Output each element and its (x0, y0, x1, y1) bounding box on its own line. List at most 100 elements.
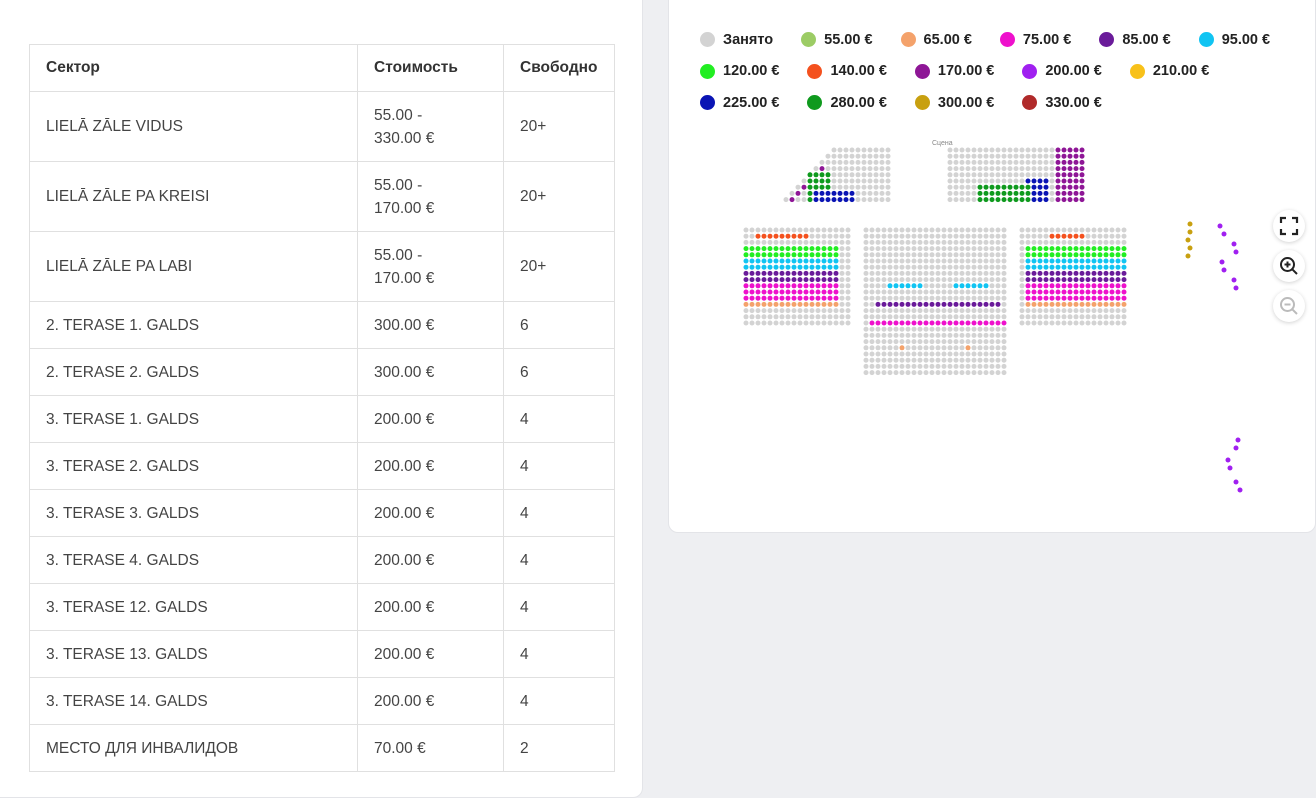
seat[interactable] (941, 339, 947, 345)
seat[interactable] (911, 233, 917, 239)
seat[interactable] (1091, 252, 1097, 258)
seat[interactable] (813, 178, 819, 184)
seat[interactable] (971, 246, 977, 252)
seat[interactable] (843, 190, 849, 196)
seat[interactable] (1043, 270, 1049, 276)
seat[interactable] (971, 239, 977, 245)
seat[interactable] (971, 159, 977, 165)
seat[interactable] (929, 289, 935, 295)
seat[interactable] (791, 252, 797, 258)
seat[interactable] (929, 357, 935, 363)
seat[interactable] (863, 308, 869, 314)
seat[interactable] (807, 190, 813, 196)
seat[interactable] (1233, 285, 1239, 291)
seat[interactable] (819, 178, 825, 184)
seat[interactable] (767, 301, 773, 307)
seat[interactable] (1013, 159, 1019, 165)
seat[interactable] (1043, 252, 1049, 258)
seat[interactable] (827, 246, 833, 252)
seat[interactable] (1019, 153, 1025, 159)
seat[interactable] (887, 301, 893, 307)
seat[interactable] (749, 301, 755, 307)
table-row[interactable]: 3. TERASE 2. GALDS 200.00 €4 (29, 442, 615, 490)
seat[interactable] (1061, 283, 1067, 289)
seat[interactable] (773, 308, 779, 314)
seat[interactable] (881, 339, 887, 345)
seat[interactable] (1115, 295, 1121, 301)
seat[interactable] (845, 283, 851, 289)
seat[interactable] (941, 252, 947, 258)
seat[interactable] (807, 184, 813, 190)
seat[interactable] (899, 252, 905, 258)
seat[interactable] (1001, 172, 1007, 178)
seat[interactable] (977, 308, 983, 314)
seat[interactable] (845, 314, 851, 320)
seat[interactable] (1185, 237, 1191, 243)
seat[interactable] (887, 326, 893, 332)
seat[interactable] (1067, 289, 1073, 295)
seat[interactable] (761, 252, 767, 258)
seat[interactable] (1061, 159, 1067, 165)
seat[interactable] (1079, 264, 1085, 270)
seat[interactable] (983, 178, 989, 184)
seat[interactable] (863, 332, 869, 338)
seat[interactable] (755, 264, 761, 270)
seat[interactable] (869, 233, 875, 239)
seat[interactable] (887, 227, 893, 233)
seat[interactable] (801, 197, 807, 203)
seat[interactable] (827, 283, 833, 289)
seat[interactable] (935, 370, 941, 376)
seat[interactable] (1025, 197, 1031, 203)
seat[interactable] (833, 314, 839, 320)
table-row[interactable]: 3. TERASE 12. GALDS 200.00 €4 (29, 583, 615, 631)
seat[interactable] (989, 277, 995, 283)
seat[interactable] (917, 339, 923, 345)
seat[interactable] (1055, 289, 1061, 295)
seat[interactable] (1115, 246, 1121, 252)
seat[interactable] (905, 283, 911, 289)
seat[interactable] (881, 227, 887, 233)
seat[interactable] (1031, 252, 1037, 258)
seat[interactable] (803, 301, 809, 307)
seat[interactable] (791, 227, 797, 233)
seat[interactable] (929, 363, 935, 369)
seat[interactable] (929, 258, 935, 264)
seat[interactable] (1115, 320, 1121, 326)
seat[interactable] (1103, 283, 1109, 289)
seat[interactable] (899, 295, 905, 301)
seat[interactable] (1187, 221, 1193, 227)
seat[interactable] (1115, 239, 1121, 245)
seat[interactable] (1019, 166, 1025, 172)
seat[interactable] (887, 295, 893, 301)
seat[interactable] (1091, 283, 1097, 289)
seat[interactable] (1049, 295, 1055, 301)
seat[interactable] (941, 227, 947, 233)
seat[interactable] (995, 178, 1001, 184)
seat[interactable] (917, 351, 923, 357)
seat[interactable] (1115, 283, 1121, 289)
seat[interactable] (779, 320, 785, 326)
seat[interactable] (1079, 147, 1085, 153)
seat[interactable] (1079, 166, 1085, 172)
seat[interactable] (783, 197, 789, 203)
seat[interactable] (983, 252, 989, 258)
seat[interactable] (1019, 159, 1025, 165)
seat[interactable] (935, 277, 941, 283)
seat[interactable] (1031, 314, 1037, 320)
seat[interactable] (899, 264, 905, 270)
seat[interactable] (965, 264, 971, 270)
seat[interactable] (1079, 153, 1085, 159)
seat[interactable] (1031, 178, 1037, 184)
seat[interactable] (819, 159, 825, 165)
seat[interactable] (749, 277, 755, 283)
seat[interactable] (941, 314, 947, 320)
seat[interactable] (911, 339, 917, 345)
seat[interactable] (867, 153, 873, 159)
seat[interactable] (785, 314, 791, 320)
seat[interactable] (1067, 159, 1073, 165)
seat[interactable] (893, 270, 899, 276)
seat[interactable] (893, 314, 899, 320)
seat[interactable] (971, 308, 977, 314)
seat[interactable] (971, 197, 977, 203)
seat[interactable] (761, 246, 767, 252)
